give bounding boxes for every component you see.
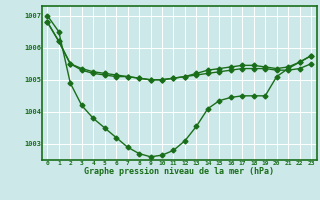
X-axis label: Graphe pression niveau de la mer (hPa): Graphe pression niveau de la mer (hPa)	[84, 167, 274, 176]
